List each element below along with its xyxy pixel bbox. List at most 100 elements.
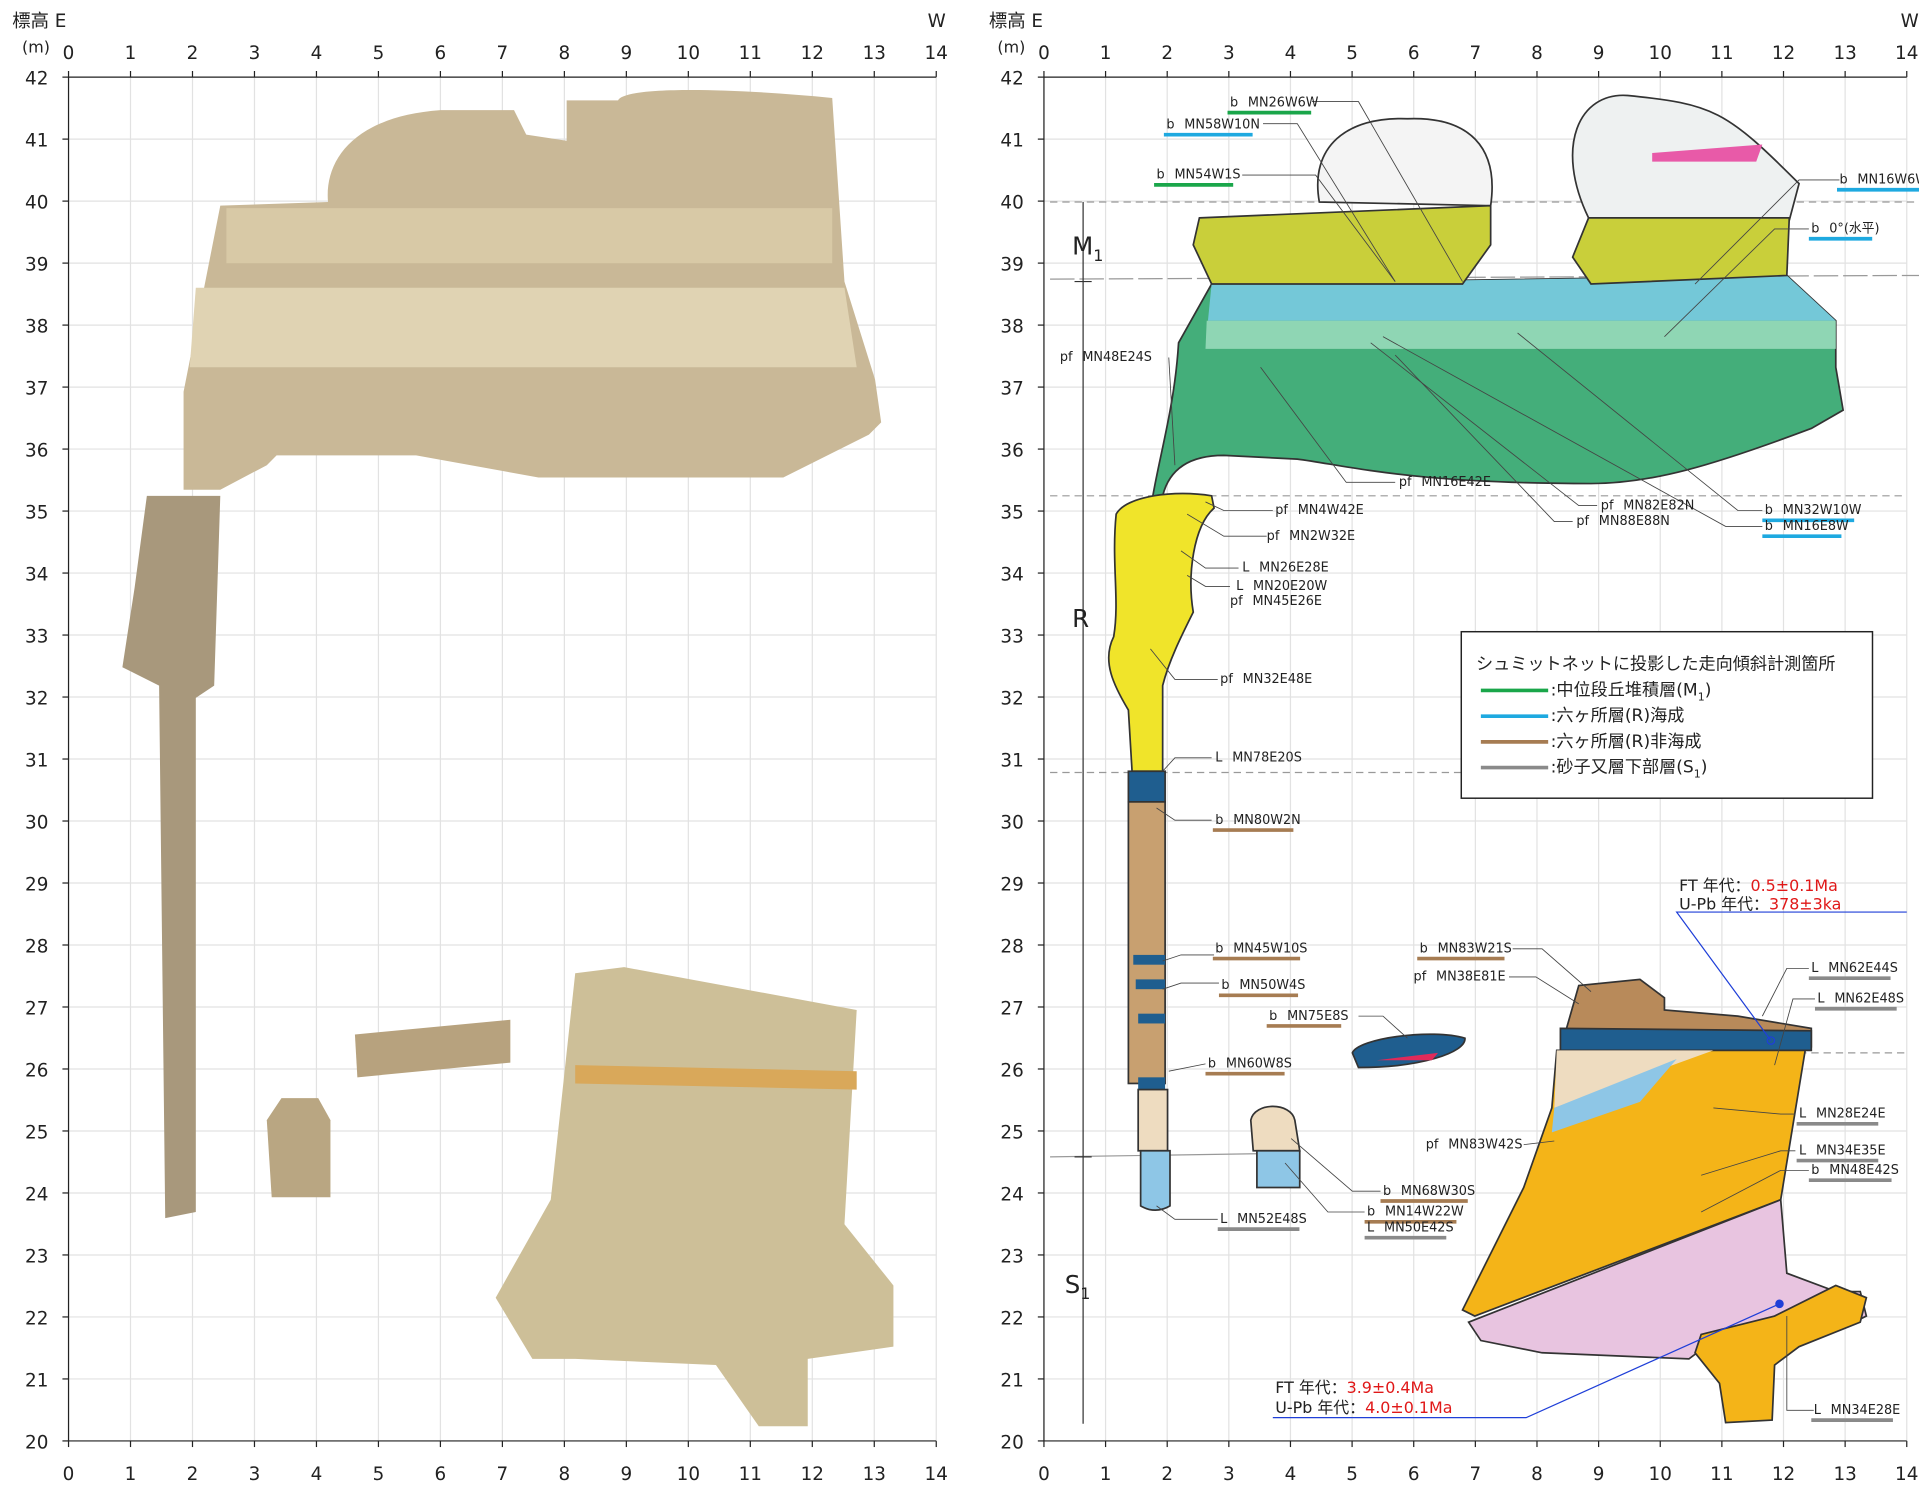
x-tick-label: 13 — [1833, 43, 1856, 64]
x-tick-label: 3 — [249, 1464, 261, 1485]
x-tick-label: 8 — [1531, 1464, 1543, 1485]
y-tick-label: 38 — [25, 316, 48, 337]
annotation-type: L — [1817, 992, 1825, 1007]
y-tick-label: 38 — [1000, 316, 1023, 337]
x-tick-label: 2 — [1161, 1464, 1173, 1485]
annotation-type: b — [1420, 941, 1428, 956]
annotation-code: MN62E44S — [1828, 961, 1898, 976]
annotation-code: MN88E88N — [1599, 514, 1670, 529]
elevation-label: 標高 E — [12, 11, 66, 32]
annotation: pf MN83W42S — [1426, 1137, 1523, 1152]
unit-sub: 1 — [1080, 1284, 1090, 1303]
x-tick-label: 7 — [497, 43, 509, 64]
annotation-type: pf — [1060, 350, 1073, 365]
x-tick-label: 5 — [373, 1464, 385, 1485]
annotation: b MN80W2N — [1215, 813, 1300, 828]
x-tick-label: 14 — [1895, 43, 1918, 64]
annotation: b MN50W4S — [1221, 978, 1305, 993]
annotation-type: b — [1367, 1205, 1375, 1220]
age-label: U-Pb 年代：4.0±0.1Ma — [1275, 1398, 1452, 1417]
x-tick-label: 9 — [621, 43, 633, 64]
x-tick-label: 13 — [1833, 1464, 1856, 1485]
photo — [354, 1019, 511, 1078]
legend-label: :六ヶ所層(R)非海成 — [1551, 732, 1702, 752]
annotation: b MN68W30S — [1383, 1184, 1475, 1199]
annotation: L MN62E48S — [1817, 992, 1904, 1007]
annotation-code: MN16E8W — [1783, 519, 1849, 534]
x-tick-label: 12 — [1772, 43, 1795, 64]
annotation-type: b — [1230, 96, 1238, 111]
annotation-code: MN75E8S — [1287, 1009, 1348, 1024]
age-pointer — [1272, 911, 1907, 1419]
photo-mosaic — [122, 89, 894, 1427]
x-tick-label: 9 — [621, 1464, 633, 1485]
annotation-code: MN78E20S — [1232, 750, 1302, 765]
annotation-code: MN34E35E — [1816, 1143, 1886, 1158]
x-tick-label: 1 — [1100, 43, 1112, 64]
annotation-code: MN20E20W — [1253, 579, 1327, 594]
x-tick-label: 14 — [1895, 1464, 1918, 1485]
y-tick-label: 26 — [1000, 1060, 1023, 1081]
y-tick-label: 39 — [25, 254, 48, 275]
annotation-code: MN62E48S — [1834, 992, 1904, 1007]
x-tick-label: 4 — [311, 43, 323, 64]
x-tick-label: 6 — [1408, 1464, 1420, 1485]
layer — [1652, 144, 1763, 162]
annotation: L MN52E48S — [1220, 1212, 1307, 1227]
annotation-type: pf — [1601, 498, 1614, 513]
y-tick-label: 22 — [25, 1308, 48, 1329]
annotation: b 0°(水平) — [1811, 222, 1879, 237]
y-tick-label: 35 — [25, 502, 48, 523]
y-tick-label: 26 — [25, 1060, 48, 1081]
annotation-code: MN38E81E — [1436, 970, 1506, 985]
y-tick-label: 41 — [25, 130, 48, 151]
layer — [1205, 320, 1836, 349]
layer — [1107, 492, 1215, 773]
annotation-code: MN60W8S — [1226, 1057, 1292, 1072]
legend-label: :砂子又層下部層(S1) — [1551, 757, 1708, 780]
annotation-type: pf — [1275, 503, 1288, 518]
x-tick-label: 7 — [1470, 43, 1482, 64]
annotation-code: MN26E28E — [1259, 561, 1329, 576]
legend-end: ) — [1705, 680, 1712, 700]
annotation-type: L — [1367, 1221, 1375, 1236]
x-tick-label: 5 — [373, 43, 385, 64]
unit-name: M — [1072, 232, 1093, 261]
layer — [1571, 217, 1791, 285]
y-tick-label: 23 — [1000, 1246, 1023, 1267]
age-label: FT 年代：3.9±0.4Ma — [1275, 1378, 1434, 1397]
annotation-type: b — [1221, 978, 1229, 993]
annotation-code: MN16W6W — [1857, 173, 1919, 188]
annotation: pf MN16E42E — [1399, 475, 1491, 490]
annotation-code: MN16E42E — [1421, 475, 1491, 490]
x-tick-label: 2 — [187, 43, 199, 64]
y-tick-label: 30 — [25, 812, 48, 833]
y-tick-label: 23 — [25, 1246, 48, 1267]
annotation: L MN20E20W — [1236, 579, 1327, 594]
x-tick-label: 6 — [435, 1464, 447, 1485]
y-tick-label: 29 — [25, 874, 48, 895]
legend-label: :中位段丘堆積層(M1) — [1551, 680, 1712, 703]
annotation-code: MN45W10S — [1233, 941, 1307, 956]
y-tick-label: 39 — [1000, 254, 1023, 275]
annotation-code: MN48E24S — [1082, 350, 1152, 365]
annotation: L MN62E44S — [1811, 961, 1898, 976]
x-tick-label: 11 — [1710, 1464, 1733, 1485]
x-tick-label: 10 — [677, 43, 700, 64]
photo — [189, 287, 857, 368]
x-tick-label: 8 — [559, 43, 571, 64]
annotation-type: L — [1215, 750, 1223, 765]
annotation: pf MN82E82N — [1601, 498, 1695, 513]
x-tick-label: 5 — [1346, 43, 1358, 64]
x-tick-label: 1 — [125, 43, 137, 64]
y-tick-label: 40 — [1000, 192, 1023, 213]
y-tick-label: 34 — [1000, 564, 1023, 585]
y-tick-label: 35 — [1000, 502, 1023, 523]
x-tick-label: 3 — [1223, 43, 1235, 64]
y-tick-label: 30 — [1000, 812, 1023, 833]
age-method: FT 年代： — [1275, 1378, 1346, 1397]
legend-label: :六ヶ所層(R)海成 — [1551, 706, 1685, 726]
layer — [1127, 801, 1166, 1085]
pod — [1351, 1033, 1466, 1069]
annotation-code: MN80W2N — [1233, 813, 1301, 828]
